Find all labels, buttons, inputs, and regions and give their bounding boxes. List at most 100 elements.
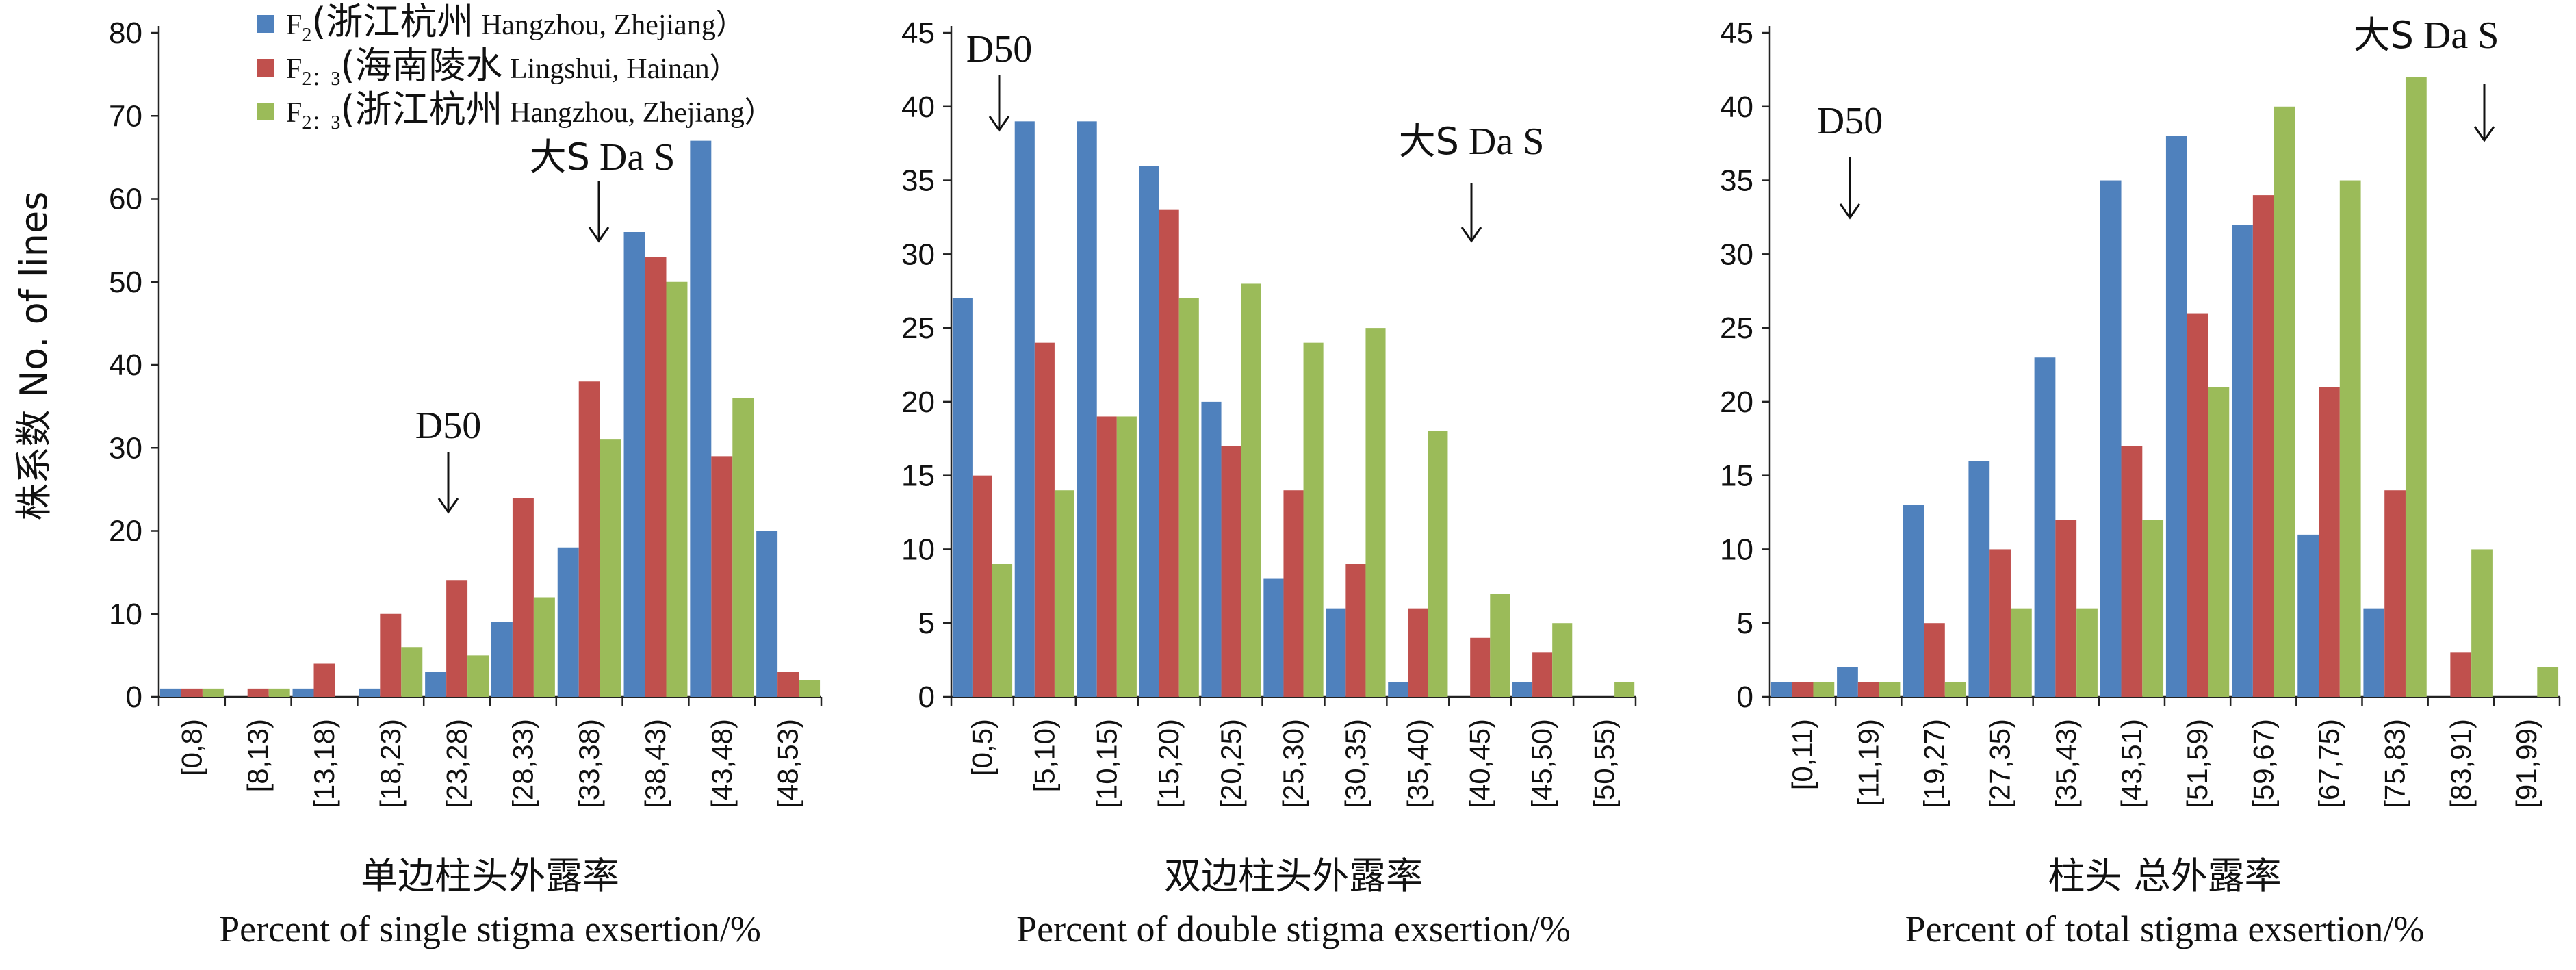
da-s-label: 大S Da S [530, 136, 675, 179]
y-tick-label: 60 [109, 183, 142, 216]
d50-label: D50 [1817, 100, 1883, 142]
bar-f2-hangzhou [1139, 166, 1159, 697]
y-tick-label: 80 [109, 16, 142, 50]
y-tick-label: 50 [109, 266, 142, 299]
svg-text:F2：3(浙江杭州 Hangzhou, Zhejiang）: F2：3(浙江杭州 Hangzhou, Zhejiang） [286, 88, 773, 133]
y-tick-label: 35 [1720, 164, 1753, 198]
x-category-label: [50,55) [1588, 719, 1621, 808]
bar-f23-hangzhou [666, 281, 688, 697]
bar-f23-hangzhou [1552, 623, 1573, 697]
bar-f23-hangzhou [1614, 682, 1635, 697]
y-tick-label: 0 [126, 680, 142, 714]
bar-f23-hangzhou [1116, 416, 1137, 697]
legend-sub: 2 [302, 25, 311, 46]
x-category-label: [35,40) [1402, 719, 1434, 808]
bar-f23-lingshui [972, 475, 992, 697]
bar-f23-lingshui [2450, 652, 2472, 697]
bar-f2-hangzhou [1903, 505, 1924, 697]
y-tick-label: 5 [918, 607, 935, 640]
x-axis-title-en: Percent of total stigma exsertion/% [1905, 908, 2425, 949]
x-category-label: [40,45) [1464, 719, 1496, 808]
y-tick-label: 30 [109, 431, 142, 465]
bar-f23-lingshui [1408, 608, 1428, 697]
x-category-label: [91,99) [2510, 719, 2542, 808]
x-category-label: [27,35) [1984, 719, 2016, 808]
x-category-label: [48,53) [772, 719, 804, 808]
y-tick-label: 10 [1720, 533, 1753, 566]
x-category-label: [5,10) [1028, 719, 1060, 792]
x-category-label: [67,75) [2313, 719, 2345, 808]
x-category-label: [0,11) [1786, 719, 1818, 790]
d50-arrow-icon [988, 116, 1010, 132]
x-category-label: [75,83) [2379, 719, 2411, 808]
bar-f2-hangzhou [623, 232, 645, 697]
bar-f23-hangzhou [2339, 180, 2361, 697]
x-category-label: [8,13) [242, 719, 274, 792]
x-category-label: [43,48) [706, 719, 738, 808]
x-axis-title-zh: 双边柱头外露率 [1164, 854, 1423, 897]
bar-f23-lingshui [2319, 387, 2340, 697]
bar-f23-lingshui [578, 381, 600, 697]
x-axis-title-en: Percent of single stigma exsertion/% [219, 908, 761, 949]
y-tick-label: 70 [109, 99, 142, 133]
legend-item-f2-hangzhou: F2(浙江杭州 Hangzhou, Zhejiang） [257, 0, 745, 46]
da-s-zh: 大S [1399, 120, 1459, 163]
da-s-en: Da S [1459, 120, 1544, 163]
bar-f23-hangzhou [533, 597, 555, 697]
bar-f2-hangzhou [491, 622, 513, 697]
y-tick-label: 25 [901, 311, 935, 345]
y-tick-label: 5 [1737, 607, 1753, 640]
x-category-label: [30,35) [1339, 719, 1371, 808]
legend-sub: 2：3 [302, 112, 340, 133]
legend-base: F [286, 53, 302, 85]
legend-zh: (海南陵水 [340, 44, 502, 87]
x-axis-title-en: Percent of double stigma exsertion/% [1016, 908, 1571, 949]
y-tick-label: 20 [1720, 385, 1753, 419]
x-category-label: [33,38) [573, 719, 605, 808]
bar-f2-hangzhou [159, 688, 181, 697]
da-s-zh: 大S [530, 136, 590, 179]
bar-f23-hangzhou [401, 647, 423, 697]
bar-f23-lingshui [1857, 682, 1879, 697]
y-tick-label: 30 [901, 238, 935, 271]
bar-f23-lingshui [2121, 446, 2143, 697]
y-tick-label: 20 [901, 385, 935, 419]
bar-f23-lingshui [2187, 313, 2208, 697]
bar-f23-lingshui [2055, 520, 2077, 697]
bar-f2-hangzhou [2034, 357, 2056, 697]
x-category-label: [11,19) [1852, 719, 1884, 806]
y-tick-label: 40 [1720, 90, 1753, 124]
x-category-label: [19,27) [1918, 719, 1950, 808]
legend-swatch-f23-lingshui [257, 59, 274, 77]
bar-f23-hangzhou [1178, 298, 1199, 697]
bar-f23-lingshui [512, 498, 534, 697]
bar-f23-hangzhou [1241, 283, 1261, 697]
bar-f23-hangzhou [732, 398, 754, 697]
y-tick-label: 10 [109, 598, 142, 631]
x-category-label: [59,67) [2247, 719, 2279, 808]
bar-f2-hangzhou [425, 672, 447, 697]
da-s-arrow-icon [1460, 227, 1482, 243]
x-category-label: [83,91) [2445, 719, 2477, 808]
bar-f23-lingshui [380, 613, 402, 697]
x-category-label: [13,18) [308, 719, 340, 808]
bar-f23-lingshui [1470, 637, 1491, 697]
d50-label: D50 [966, 28, 1032, 71]
bar-f23-hangzhou [2274, 106, 2295, 697]
bar-f2-hangzhou [1077, 121, 1097, 698]
bar-f23-lingshui [1532, 652, 1553, 697]
legend-item-f23-hangzhou: F2：3(浙江杭州 Hangzhou, Zhejiang） [257, 88, 773, 133]
x-category-label: [28,33) [506, 719, 539, 808]
bar-f23-lingshui [1989, 549, 2011, 697]
bar-f23-lingshui [1345, 564, 1366, 697]
x-category-label: [18,23) [374, 719, 407, 808]
bar-f23-lingshui [1221, 446, 1241, 697]
bar-f2-hangzhou [690, 140, 712, 697]
da-s-arrow-icon [588, 227, 610, 243]
y-tick-label: 0 [1737, 680, 1753, 714]
legend: F2(浙江杭州 Hangzhou, Zhejiang） F2：3(海南陵水 Li… [257, 0, 773, 133]
bar-f2-hangzhou [1014, 121, 1035, 698]
legend-item-f23-lingshui: F2：3(海南陵水 Lingshui, Hainan） [257, 44, 738, 90]
chart-panel-1: 0 10 20 30 40 50 60 70 80 [0,8) [8,13) [13,18) [18,2… [109, 16, 823, 949]
